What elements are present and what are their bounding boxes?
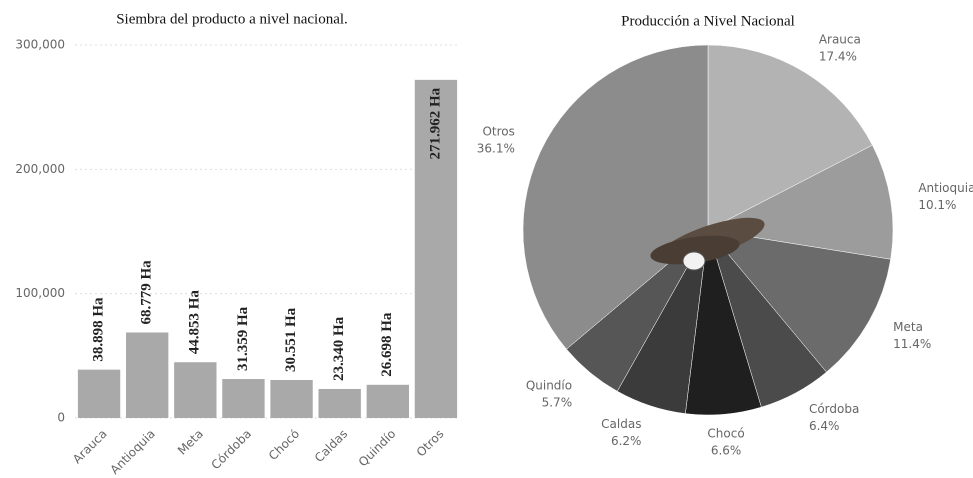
value-label: 38.898 Ha <box>91 297 107 362</box>
slice-label: Caldas <box>601 417 641 431</box>
pie-slice <box>707 229 891 373</box>
slice-label: Otros <box>482 125 514 139</box>
x-tick-label: Caldas <box>312 427 350 465</box>
y-tick-label: 300,000 <box>15 38 65 52</box>
slice-value-label: 5.7% <box>542 396 573 410</box>
bar <box>318 388 361 418</box>
slice-value-label: 6.4% <box>809 419 840 433</box>
slice-label: Antioquia <box>918 181 973 195</box>
y-tick-label: 200,000 <box>15 162 65 176</box>
bar <box>222 379 265 418</box>
slice-label: Chocó <box>707 427 744 441</box>
value-label: 271.962 Ha <box>427 87 443 159</box>
x-tick-label: Antioquia <box>108 427 158 477</box>
slice-value-label: 11.4% <box>893 337 931 351</box>
bar <box>174 362 217 418</box>
bar <box>366 384 409 418</box>
bar <box>77 369 121 418</box>
value-label: 44.853 Ha <box>187 290 203 355</box>
pie-slice <box>707 44 873 231</box>
slice-value-label: 6.6% <box>711 444 742 458</box>
slice-value-label: 6.2% <box>611 434 642 448</box>
value-label: 68.779 Ha <box>139 260 155 325</box>
pie-slices <box>522 44 894 416</box>
pie-title: Producción a Nivel Nacional <box>621 13 795 29</box>
x-tick-label: Arauca <box>70 427 110 467</box>
y-tick-label: 0 <box>57 411 65 425</box>
slice-value-label: 36.1% <box>477 142 515 156</box>
y-tick-label: 100,000 <box>15 286 65 300</box>
bar <box>126 332 169 418</box>
slice-value-label: 17.4% <box>819 50 857 64</box>
value-label: 26.698 Ha <box>379 312 395 377</box>
pie-slice <box>522 44 709 350</box>
x-tick-label: Córdoba <box>209 427 255 473</box>
x-tick-label: Quindío <box>356 427 399 470</box>
bar <box>414 79 458 418</box>
slice-label: Meta <box>893 320 923 334</box>
value-label: 23.340 Ha <box>331 316 347 381</box>
bar-title: Siembra del producto a nivel nacional. <box>116 11 348 27</box>
x-tick-label: Otros <box>414 427 447 460</box>
slice-label: Quindío <box>526 379 572 393</box>
value-label: 31.359 Ha <box>235 306 251 371</box>
slice-label: Arauca <box>819 33 861 47</box>
x-tick-label: Meta <box>175 427 206 458</box>
center-illustration <box>650 217 765 271</box>
slice-label: Córdoba <box>809 402 859 416</box>
x-tick-label: Chocó <box>266 427 302 463</box>
bar <box>270 380 313 418</box>
value-label: 30.551 Ha <box>283 307 299 372</box>
slice-value-label: 10.1% <box>918 198 956 212</box>
